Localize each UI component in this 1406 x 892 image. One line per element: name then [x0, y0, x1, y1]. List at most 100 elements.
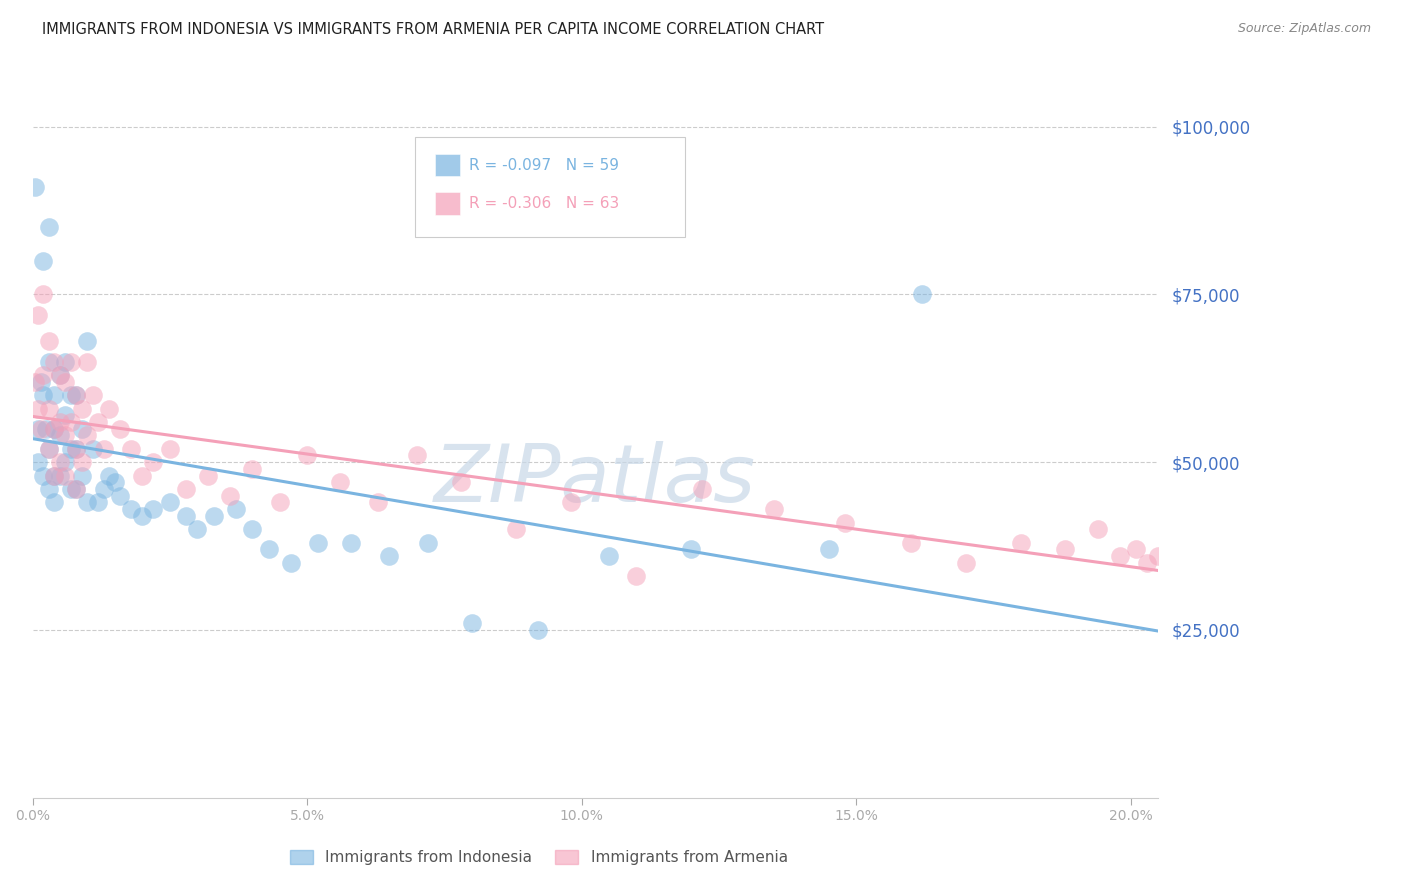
- Point: [65, 482, 87, 496]
- Point: [59, 388, 82, 402]
- Point: [762, 502, 785, 516]
- Point: [1136, 556, 1159, 570]
- Point: [120, 502, 142, 516]
- Point: [27, 308, 49, 322]
- Point: [681, 542, 703, 557]
- Point: [30, 375, 52, 389]
- Text: R = -0.097   N = 59: R = -0.097 N = 59: [470, 158, 619, 173]
- Point: [240, 522, 263, 536]
- Point: [59, 482, 82, 496]
- Point: [219, 489, 242, 503]
- Point: [1125, 542, 1147, 557]
- Point: [44, 354, 66, 368]
- Point: [55, 428, 77, 442]
- Text: R = -0.306   N = 63: R = -0.306 N = 63: [470, 196, 620, 211]
- Point: [405, 449, 427, 463]
- Point: [159, 495, 181, 509]
- Point: [450, 475, 472, 490]
- Point: [98, 468, 121, 483]
- Point: [834, 516, 856, 530]
- Point: [49, 455, 72, 469]
- Point: [38, 354, 60, 368]
- Point: [44, 495, 66, 509]
- Point: [27, 401, 49, 416]
- Text: ZIPatlas: ZIPatlas: [434, 442, 756, 519]
- Point: [65, 442, 87, 456]
- Point: [44, 388, 66, 402]
- Point: [44, 422, 66, 436]
- Point: [1157, 556, 1180, 570]
- Point: [955, 556, 977, 570]
- Point: [120, 442, 142, 456]
- Point: [65, 482, 87, 496]
- Point: [49, 468, 72, 483]
- Point: [24, 180, 46, 194]
- Point: [142, 455, 165, 469]
- Point: [911, 287, 934, 301]
- Point: [131, 468, 153, 483]
- Point: [70, 455, 93, 469]
- Point: [378, 549, 401, 563]
- Point: [70, 401, 93, 416]
- Point: [55, 408, 77, 422]
- Point: [1108, 549, 1130, 563]
- Point: [32, 287, 55, 301]
- Point: [30, 422, 52, 436]
- Point: [197, 468, 219, 483]
- Point: [174, 482, 197, 496]
- Point: [692, 482, 714, 496]
- Legend: Immigrants from Indonesia, Immigrants from Armenia: Immigrants from Indonesia, Immigrants fr…: [284, 844, 794, 871]
- Point: [59, 415, 82, 429]
- Point: [186, 522, 208, 536]
- Point: [110, 489, 132, 503]
- Point: [76, 334, 98, 349]
- Point: [225, 502, 247, 516]
- FancyBboxPatch shape: [415, 137, 685, 236]
- Point: [98, 401, 121, 416]
- Point: [32, 388, 55, 402]
- Point: [131, 508, 153, 523]
- Point: [76, 495, 98, 509]
- Point: [38, 401, 60, 416]
- Point: [65, 388, 87, 402]
- Point: [27, 455, 49, 469]
- Point: [269, 495, 291, 509]
- Point: [55, 375, 77, 389]
- Point: [93, 482, 115, 496]
- Point: [1147, 549, 1170, 563]
- Point: [159, 442, 181, 456]
- Point: [367, 495, 389, 509]
- Point: [49, 415, 72, 429]
- Point: [49, 368, 72, 382]
- Point: [174, 508, 197, 523]
- Point: [900, 535, 922, 549]
- Point: [55, 354, 77, 368]
- Point: [1087, 522, 1109, 536]
- Point: [65, 442, 87, 456]
- Point: [93, 442, 115, 456]
- Point: [76, 354, 98, 368]
- Point: [55, 468, 77, 483]
- FancyBboxPatch shape: [436, 193, 460, 215]
- Point: [1168, 542, 1191, 557]
- Point: [560, 495, 582, 509]
- Point: [35, 422, 58, 436]
- Point: [38, 220, 60, 235]
- Point: [257, 542, 280, 557]
- Point: [82, 388, 104, 402]
- Point: [82, 442, 104, 456]
- Point: [626, 569, 648, 583]
- Point: [240, 462, 263, 476]
- Text: Source: ZipAtlas.com: Source: ZipAtlas.com: [1237, 22, 1371, 36]
- Point: [202, 508, 225, 523]
- Point: [59, 354, 82, 368]
- Point: [76, 428, 98, 442]
- Point: [49, 368, 72, 382]
- Point: [340, 535, 363, 549]
- Point: [142, 502, 165, 516]
- Point: [32, 368, 55, 382]
- Point: [70, 468, 93, 483]
- Point: [87, 495, 110, 509]
- Point: [38, 334, 60, 349]
- Point: [817, 542, 839, 557]
